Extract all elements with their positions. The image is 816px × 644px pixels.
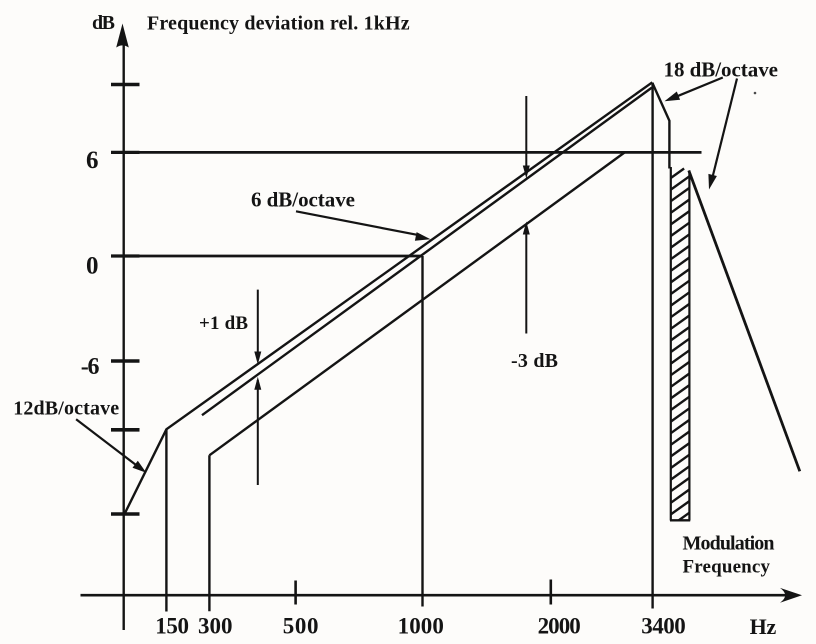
svg-text:Hz: Hz [750,614,777,639]
svg-text:+1 dB: +1 dB [199,313,248,334]
svg-text:dB: dB [92,12,115,34]
svg-text:Modulation: Modulation [683,532,775,554]
svg-text:-3 dB: -3 dB [511,350,558,372]
svg-text:Frequency: Frequency [683,557,771,578]
svg-text:2000: 2000 [538,613,581,638]
svg-text:-6: -6 [81,354,100,380]
svg-text:18 dB/octave: 18 dB/octave [664,58,779,82]
svg-text:500: 500 [283,613,319,638]
svg-text:Frequency deviation rel. 1kHz: Frequency deviation rel. 1kHz [147,13,410,35]
svg-text:150: 150 [155,613,189,638]
svg-text:6: 6 [86,147,99,174]
svg-text:300: 300 [198,613,233,638]
svg-text:3400: 3400 [641,613,685,638]
svg-text:1000: 1000 [398,613,444,638]
svg-text:0: 0 [86,253,99,280]
svg-text:6 dB/octave: 6 dB/octave [251,188,355,212]
svg-text:12dB/octave: 12dB/octave [13,398,119,420]
